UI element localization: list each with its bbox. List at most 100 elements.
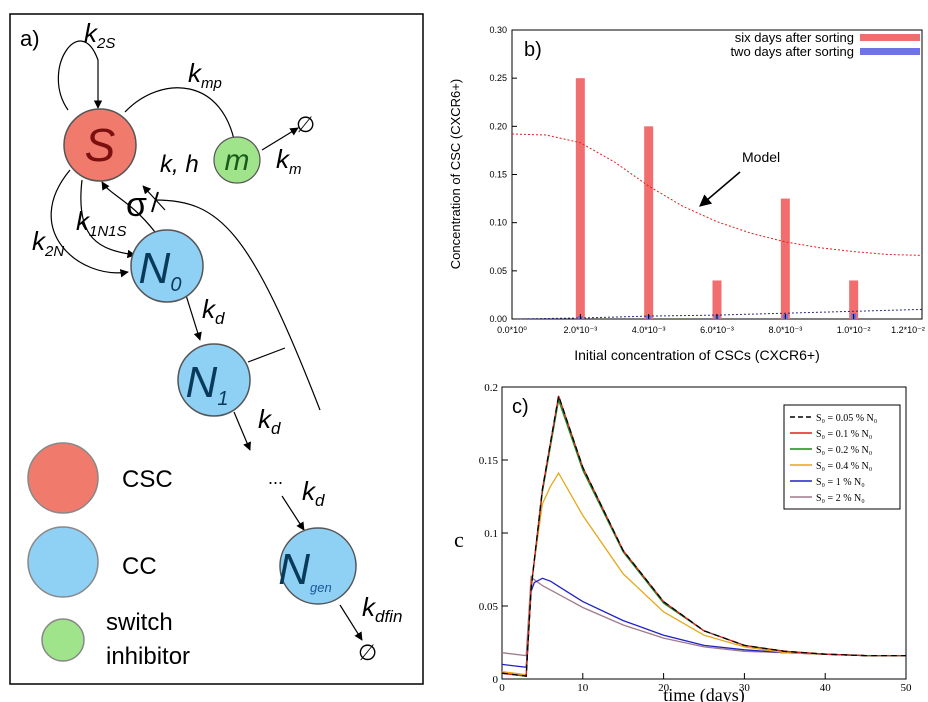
panel-b-model-pointer <box>699 171 741 207</box>
panel-b-y-ticks: 0.00 0.05 0.10 0.15 0.20 0.25 0.30 <box>489 25 517 324</box>
x-tick-label: 1.2*10⁻² <box>891 325 925 335</box>
k2n-arrow <box>50 169 129 278</box>
y-tick-label: 0.15 <box>479 455 499 467</box>
rate-kmp: kmp <box>188 58 222 92</box>
y-tick-label: 0.15 <box>489 170 507 180</box>
panel-c-marks <box>501 395 906 677</box>
rate-k2s: k2S <box>84 18 115 52</box>
y-tick-label: 0.05 <box>479 601 499 613</box>
panel-c-chart: 0 10 20 30 40 50 0 0.05 0.1 0.15 0.2 c) time (day… <box>454 382 912 702</box>
legend-switch-inhibitor: switch inhibitor <box>41 609 190 670</box>
x-tick-label: 30 <box>739 682 751 694</box>
legend-two-days-swatch <box>860 48 920 55</box>
sigma-arrow <box>142 185 166 211</box>
rate-kd1: kd <box>202 294 225 328</box>
x-tick-label: 0.0*10⁰ <box>497 325 527 335</box>
panel-c-legend-box <box>783 404 901 510</box>
kdfin-arrow <box>339 604 363 641</box>
x-tick-label: 2.0*10⁻³ <box>563 325 597 335</box>
reaction-arrows <box>50 40 363 641</box>
kmp-arrow <box>124 87 240 151</box>
panel-c-label: c) <box>512 396 529 418</box>
bar-six-days <box>644 126 654 319</box>
node-n1: N1 <box>177 343 251 417</box>
legend-label-0: S₀ = 0.05 % N₀ <box>816 413 878 424</box>
legend-csc-label: CSC <box>122 466 173 493</box>
rate-k1n1s: k1N1S <box>76 206 127 240</box>
panel-a-label: a) <box>20 26 40 51</box>
panel-b-legend: six days after sorting two days after so… <box>730 30 920 59</box>
empty-set-bottom: ∅ <box>358 640 377 665</box>
series-line-4 <box>501 577 906 669</box>
legend-switch-label: switch <box>106 609 173 636</box>
kd2-arrow <box>233 411 251 451</box>
km-arrow <box>261 127 299 151</box>
panel-c-legend: S₀ = 0.05 % N₀ S₀ = 0.1 % N₀ S₀ = 0.2 % N₀… <box>783 404 901 510</box>
legend-label-5: S₀ = 2 % N₀ <box>816 493 865 504</box>
legend-csc: CSC <box>27 442 173 514</box>
n1-branch-line <box>247 347 286 363</box>
rate-kd2: kd <box>258 404 281 438</box>
y-tick-label: 0 <box>493 674 499 686</box>
panel-b-xlabel: Initial concentration of CSCs (CXCR6+) <box>574 347 820 363</box>
empty-set-top: ∅ <box>296 112 315 137</box>
rate-k2n: k2N <box>32 226 64 260</box>
panel-b-ylabel: Concentration of CSC (CXCR6+) <box>448 79 463 269</box>
panel-b-plot-frame <box>511 29 923 320</box>
rate-kd3: kd <box>302 476 325 510</box>
legend-two-days-label: two days after sorting <box>730 44 854 59</box>
legend-label-2: S₀ = 0.2 % N₀ <box>816 445 873 456</box>
y-tick-label: 0.25 <box>489 73 507 83</box>
x-tick-label: 10 <box>577 682 589 694</box>
panel-c-xlabel: time (days) <box>663 685 744 702</box>
inhibition-bar <box>151 191 159 213</box>
legend-label-3: S₀ = 0.4 % N₀ <box>816 461 873 472</box>
rate-kdfin: kdfin <box>362 592 402 626</box>
node-m-label: m <box>225 144 250 177</box>
bar-six-days <box>712 280 722 319</box>
rate-labels: k2S kmp km k, h σ k1N1S k2N kd kd kd kdf… <box>32 18 402 626</box>
node-m: m <box>213 136 261 184</box>
panel-c-x-ticks: 0 10 20 30 40 50 <box>499 673 912 694</box>
x-tick-label: 50 <box>901 682 913 694</box>
x-tick-label: 0 <box>499 682 505 694</box>
y-tick-label: 0.2 <box>484 382 498 394</box>
legend-label-4: S₀ = 1 % N₀ <box>816 477 865 488</box>
panel-c-y-ticks: 0 0.05 0.1 0.15 0.2 <box>479 382 508 686</box>
chain-ellipsis: ... <box>268 468 283 488</box>
x-tick-label: 40 <box>820 682 832 694</box>
panel-b-chart: 0.0*10⁰ 2.0*10⁻³ 4.0*10⁻³ 6.0*10⁻³ 8.0*10⁻³ 1… <box>448 25 925 363</box>
x-tick-label: 1.0*10⁻² <box>837 325 871 335</box>
legend-label-1: S₀ = 0.1 % N₀ <box>816 429 873 440</box>
x-tick-label: 6.0*10⁻³ <box>700 325 734 335</box>
node-n1-label: N1 <box>186 358 229 410</box>
model-curve-six-days <box>511 133 923 256</box>
legend-cc-label: CC <box>122 553 157 580</box>
bar-six-days <box>780 198 790 319</box>
series-line-1 <box>501 395 906 677</box>
y-tick-label: 0.05 <box>489 266 507 276</box>
legend-six-days-label: six days after sorting <box>735 30 854 45</box>
panel-b-label: b) <box>524 39 542 61</box>
bar-six-days <box>849 280 859 319</box>
node-ngen-label: Ngen <box>278 545 331 595</box>
panel-b-model-annotation: Model <box>742 149 780 165</box>
bar-six-days <box>575 78 585 320</box>
panel-c-ylabel: c <box>454 527 464 552</box>
y-tick-label: 0.30 <box>489 25 507 35</box>
n0-to-s-arrow <box>101 181 156 233</box>
x-tick-label: 8.0*10⁻³ <box>768 325 802 335</box>
node-s: S <box>63 108 137 182</box>
x-tick-label: 20 <box>658 682 670 694</box>
legend-inhibitor-label: inhibitor <box>106 643 190 670</box>
y-tick-label: 0.10 <box>489 218 507 228</box>
k2s-self-loop <box>57 40 103 111</box>
panel-a-frame <box>9 13 424 685</box>
kd3-arrow <box>281 495 305 531</box>
rate-sigma: σ <box>126 186 147 224</box>
kd1-arrow <box>184 291 202 341</box>
node-ngen: Ngen <box>278 527 357 605</box>
legend-six-days-swatch <box>860 34 920 41</box>
panel-a-diagram: a) S m N0 N1 Ngen k2S kmp <box>9 13 424 685</box>
y-tick-label: 0.1 <box>484 528 498 540</box>
